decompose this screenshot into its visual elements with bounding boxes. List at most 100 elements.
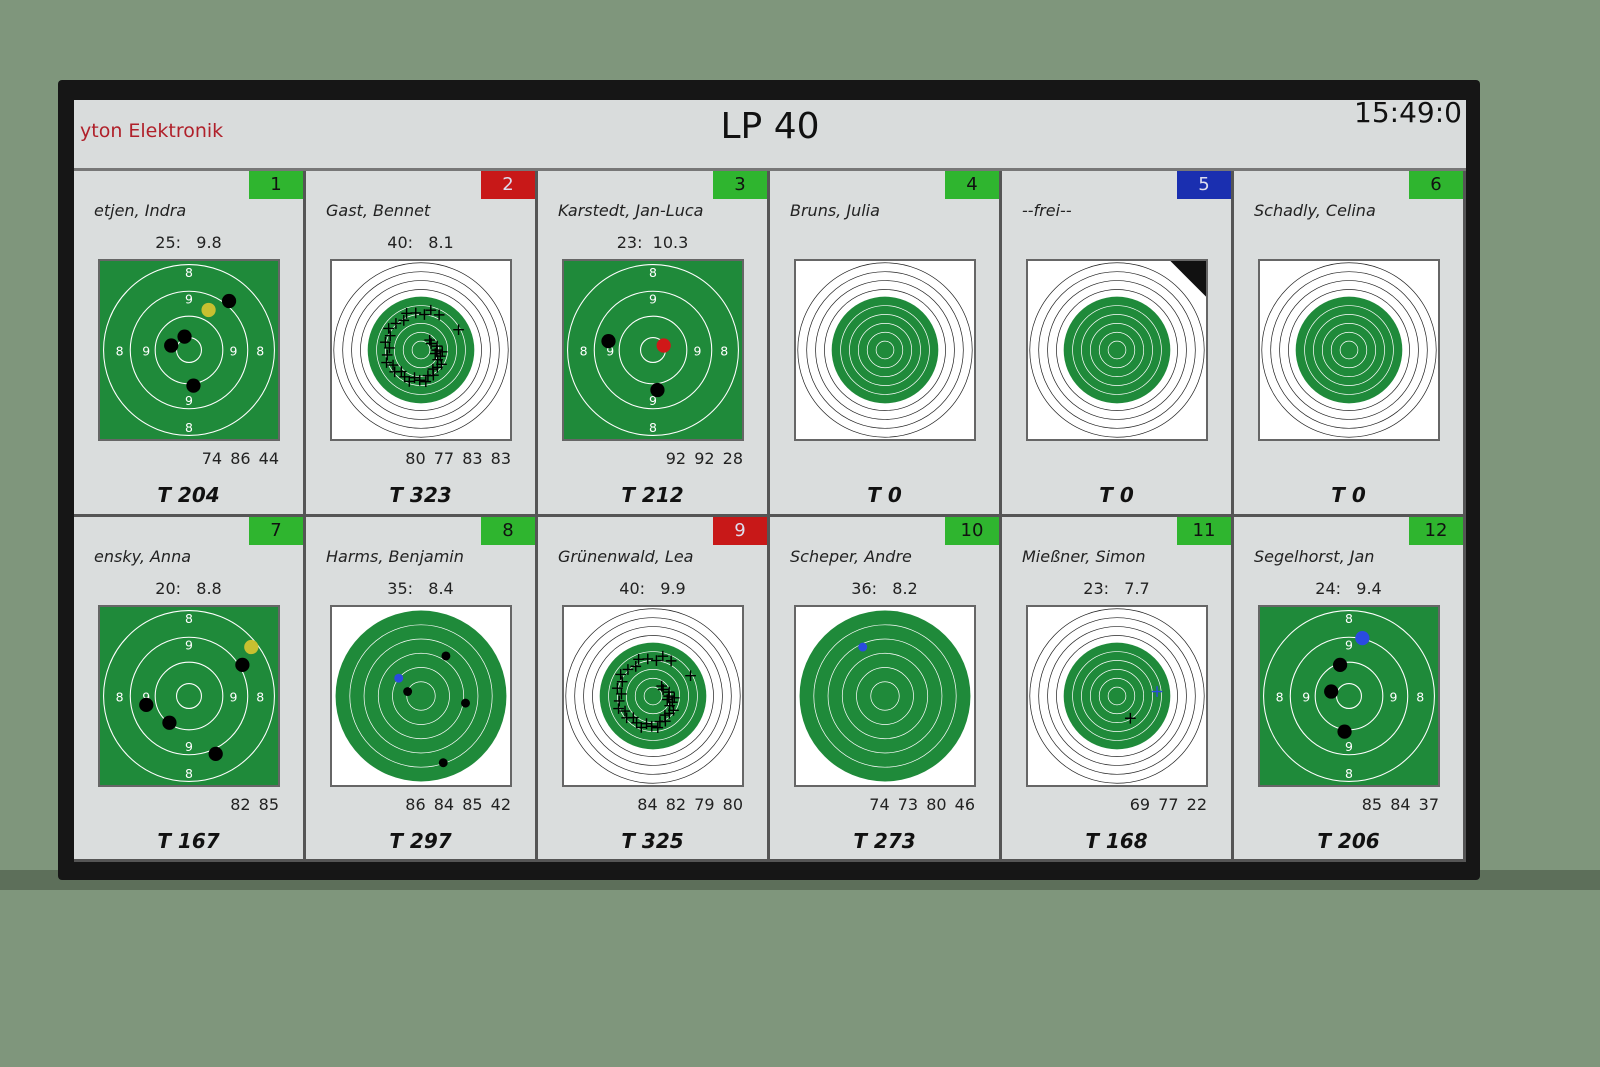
ring-label: 8: [185, 611, 193, 626]
shot-hole: [403, 686, 413, 696]
target-view: 8 9 9 8 8 9 9 8: [98, 604, 280, 787]
lane-number-badge: 11: [1177, 516, 1231, 545]
ring: [567, 264, 739, 436]
shot-marker: [660, 715, 671, 727]
ring-label: 9: [694, 343, 702, 358]
ring: [1029, 262, 1205, 438]
shooter-name: ensky, Anna: [94, 546, 192, 566]
shot-marker: [663, 686, 675, 697]
corner-indicator: [1170, 261, 1206, 297]
ring: [103, 609, 275, 782]
last-shot: 25: 9.8: [155, 233, 222, 252]
shot-marker: [630, 660, 642, 672]
total-score: T 212: [621, 483, 684, 507]
ring: [1330, 331, 1368, 369]
lane-number-badge: 1: [249, 171, 303, 199]
ring: [592, 634, 714, 757]
discipline-title: LP 40: [720, 106, 820, 147]
shot-marker: [656, 680, 668, 691]
target-view: 8 9 9 8 8 9 9 8: [1258, 604, 1440, 787]
ring: [1056, 634, 1178, 757]
ring: [154, 661, 224, 730]
lane-grid: 1 etjen, Indra 25: 9.8 8 9 9 8 8 9 9 8 74 86 44…: [74, 171, 1466, 862]
ring: [1107, 686, 1127, 705]
ring: [824, 289, 946, 411]
shot-hole: [441, 651, 451, 660]
shot-hole: [208, 746, 223, 761]
total-score: T 206: [1317, 828, 1380, 853]
black-area: [1063, 296, 1171, 404]
shot-marker: [646, 720, 658, 732]
lane-12: 12 Segelhorst, Jan 24: 9.4 8 9 9 8 8 9 9 8 85 8…: [1234, 516, 1466, 862]
ring: [129, 636, 249, 755]
shot-hole: [177, 329, 192, 344]
shot-marker: [419, 309, 430, 320]
shot-marker: [642, 653, 654, 664]
ring: [342, 271, 500, 429]
ring: [1056, 289, 1178, 411]
shot-marker: [428, 369, 439, 381]
ring: [392, 666, 450, 725]
shot-marker: [436, 359, 447, 370]
ring: [849, 314, 921, 386]
last-shot: 35: 8.4: [387, 578, 454, 598]
shot-hole: [650, 382, 665, 398]
ring: [1270, 271, 1428, 429]
lane-number-badge: 10: [945, 516, 999, 545]
ring: [1047, 625, 1187, 766]
ring-label: 8: [720, 343, 728, 358]
lane-5: 5 --frei-- T 0: [1002, 171, 1234, 517]
ring: [376, 305, 466, 395]
ring: [643, 686, 663, 705]
ring: [1098, 677, 1136, 714]
ring: [797, 262, 973, 438]
shot-marker: [1125, 712, 1136, 724]
ring-label: 9: [185, 637, 193, 652]
shot-marker: [668, 691, 680, 703]
shot-marker: [615, 668, 627, 680]
lane-2: 2 Gast, Bennet 40: 8.1 80 77 83 83 T 323: [306, 171, 538, 517]
target-view: 8 9 9 8 8 9 9 8: [98, 259, 280, 441]
shot-marker: [667, 696, 678, 708]
shot-hole: [1337, 723, 1352, 739]
target-view: [562, 604, 744, 787]
ring: [625, 668, 681, 723]
shot-hole: [438, 757, 448, 767]
ring-label: 9: [1390, 689, 1398, 704]
total-score: T 273: [853, 828, 916, 853]
ring-label: 8: [1416, 689, 1424, 704]
ring: [176, 682, 202, 709]
shot-hole: [244, 639, 259, 654]
ring-label: 8: [256, 689, 264, 704]
shot-marker: [384, 330, 396, 342]
total-score: T 0: [867, 483, 902, 507]
ring: [857, 322, 913, 378]
shot-marker: [616, 675, 628, 687]
ring: [129, 290, 249, 410]
ring-label: 9: [142, 689, 150, 704]
series-scores: 74 73 80 46: [869, 794, 975, 814]
ring: [1279, 280, 1419, 420]
black-area: [799, 610, 971, 781]
total-score: T 0: [1099, 483, 1134, 507]
shot-marker: [399, 371, 410, 383]
shot-marker: [380, 336, 391, 348]
lane-number-badge: 5: [1177, 171, 1231, 199]
ring: [1081, 659, 1153, 732]
ring: [1107, 340, 1127, 360]
shot-marker: [668, 704, 679, 716]
ring: [813, 623, 957, 768]
ring: [593, 290, 713, 410]
shooter-name: Gast, Bennet: [326, 201, 431, 220]
ring: [815, 280, 955, 420]
ring-label: 9: [185, 292, 193, 307]
shot-marker: [433, 309, 445, 321]
shot-marker: [387, 359, 399, 371]
ring: [618, 315, 688, 385]
shot-marker: [453, 324, 464, 336]
shot-marker: [389, 366, 401, 378]
lane-number-badge: 7: [249, 516, 303, 545]
ring: [1047, 280, 1187, 420]
shot-marker: [622, 663, 634, 675]
last-shot: 23: 10.3: [616, 233, 689, 252]
